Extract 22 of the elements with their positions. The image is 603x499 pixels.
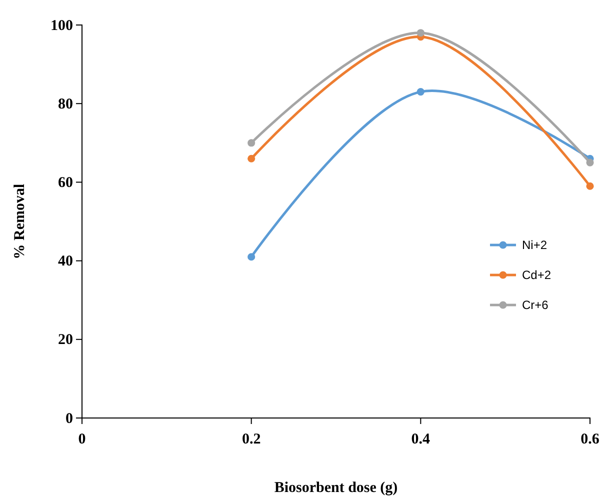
- point: [416, 88, 424, 96]
- legend-label: Ni+2: [522, 238, 548, 252]
- y-tick-label: 0: [66, 410, 73, 427]
- y-tick-label: 20: [58, 332, 73, 348]
- y-tick-label: 80: [58, 96, 73, 112]
- point: [586, 182, 594, 190]
- point: [248, 253, 256, 261]
- x-tick-label: 0: [78, 432, 86, 448]
- legend-label: Cd+2: [522, 268, 552, 282]
- point: [248, 139, 256, 147]
- x-tick-label: 0.4: [411, 432, 431, 448]
- y-tick-label: 100: [50, 18, 73, 34]
- point: [586, 158, 594, 166]
- x-tick-label: 0.6: [580, 432, 600, 448]
- legend-label: Cr+6: [522, 298, 549, 312]
- y-tick-label: 40: [58, 254, 73, 270]
- point: [416, 29, 424, 37]
- x-axis-title: Biosorbent dose (g): [274, 480, 398, 496]
- y-axis-title: % Removal: [12, 184, 28, 260]
- x-tick-label: 0.2: [242, 432, 261, 448]
- point: [248, 154, 256, 162]
- y-tick-label: 60: [58, 175, 73, 191]
